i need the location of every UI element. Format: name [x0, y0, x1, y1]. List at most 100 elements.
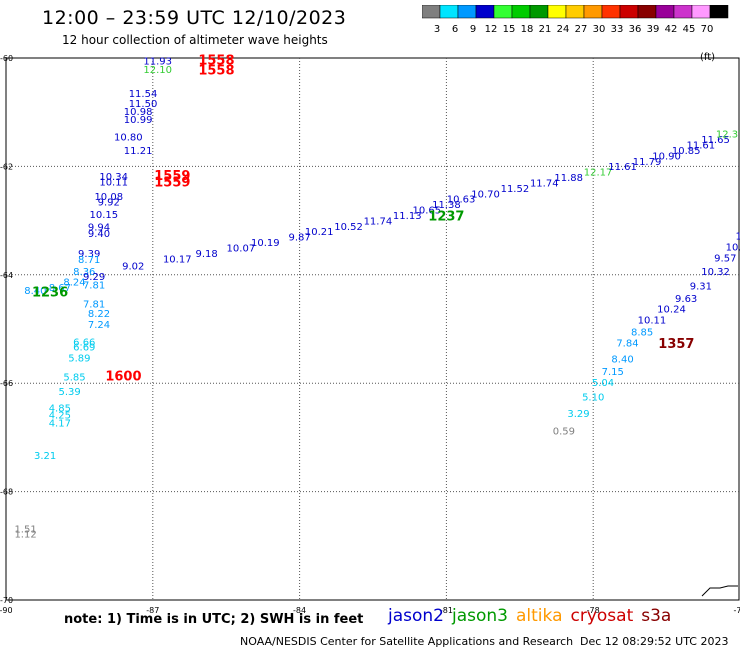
y-tick-label: -70: [0, 596, 13, 605]
legend-entry: s3a: [641, 606, 672, 626]
wave-height-label: 11.13: [393, 211, 422, 222]
wave-height-label: 11.88: [554, 173, 583, 184]
time-label: 1558: [198, 63, 234, 78]
wave-height-label: 11.93: [143, 57, 172, 68]
wave-height-label: 10.70: [471, 189, 500, 200]
wave-height-label: 8.40: [24, 286, 46, 297]
wave-height-label: 10.52: [334, 222, 363, 233]
wave-height-label: 7.84: [616, 338, 638, 349]
colorbar-label: 21: [539, 24, 552, 35]
wave-height-label: 6.69: [73, 343, 95, 354]
colorbar-label: 30: [593, 24, 606, 35]
wave-height-label: 0.59: [553, 427, 575, 438]
colorbar-label: 39: [647, 24, 660, 35]
wave-height-label: 5.10: [582, 393, 604, 404]
wave-height-label: 7.24: [88, 320, 110, 331]
wave-height-label: 9.31: [690, 281, 712, 292]
wave-height-label: 12.17: [584, 168, 613, 179]
wave-height-label: 10.15: [90, 210, 119, 221]
time-label: 1559: [154, 175, 190, 190]
wave-height-label: 10.85: [672, 146, 701, 157]
colorbar-label: 70: [701, 24, 714, 35]
wave-height-label: 9.29: [83, 272, 105, 283]
wave-height-label: 9.63: [675, 294, 697, 305]
colorbar-label: 24: [557, 24, 570, 35]
x-tick-label: -75: [733, 606, 740, 615]
wave-height-label: 7.81: [83, 280, 105, 291]
wave-height-label: 8.40: [611, 355, 633, 366]
y-tick-label: -68: [0, 488, 13, 497]
wave-height-label: 9.40: [88, 229, 110, 240]
wave-height-label: 10.11: [99, 177, 128, 188]
timestamp-text: Dec 12 08:29:52 UTC 2023: [580, 635, 729, 648]
colorbar-label: 45: [683, 24, 696, 35]
wave-height-label: 10.19: [251, 238, 280, 249]
wave-height-label: 12.10: [143, 65, 172, 76]
wave-height-label: 11.54: [129, 89, 158, 100]
y-tick-label: -66: [0, 379, 13, 388]
wave-height-chart: -90 -87 -84 -81 -78 -75 -60 -62 -64 -66 -68 -70 11.9…: [0, 54, 740, 615]
wave-height-label: 5.04: [592, 378, 614, 389]
wave-height-label: 9.92: [98, 197, 120, 208]
wave-height-label: 11.50: [129, 99, 158, 110]
wave-height-label: 10.24: [657, 305, 686, 316]
credit-text: NOAA/NESDIS Center for Satellite Applica…: [240, 635, 574, 648]
wave-height-label: 10.17: [163, 254, 192, 265]
wave-height-label: 10.08: [94, 192, 123, 203]
x-tick-label: -90: [0, 606, 13, 615]
wave-height-label: 8.85: [631, 328, 653, 339]
wave-height-label: 11.65: [701, 135, 730, 146]
wave-height-label: 5.89: [68, 354, 90, 365]
wave-height-label: 10.92: [735, 232, 740, 243]
y-tick-label: -62: [0, 162, 13, 171]
y-tick-label: -64: [0, 271, 13, 280]
wave-height-label: 11.74: [530, 178, 559, 189]
wave-height-label: 4.85: [49, 403, 71, 414]
wave-height-label: 10.21: [305, 227, 334, 238]
wave-height-label: 10.93: [726, 242, 740, 253]
wave-height-label: 11.74: [364, 216, 393, 227]
wave-height-label: 11.52: [501, 184, 530, 195]
legend-entry: jason2: [388, 606, 444, 626]
colorbar-label: 6: [452, 24, 458, 35]
x-tick-label: -78: [587, 606, 600, 615]
colorbar-label: 27: [575, 24, 588, 35]
wave-height-label: 9.57: [714, 253, 736, 264]
colorbar-label: 3: [434, 24, 440, 35]
wave-height-label: 11.38: [432, 200, 461, 211]
colorbar-label: 18: [521, 24, 534, 35]
coastline: [701, 585, 738, 597]
wave-height-label: 7.81: [83, 299, 105, 310]
wave-height-label: 12.37: [716, 130, 740, 141]
colorbar-label: 36: [629, 24, 642, 35]
page-subtitle: 12 hour collection of altimeter wave hei…: [62, 33, 328, 47]
time-label: 1357: [658, 337, 694, 352]
wave-height-label: 10.99: [124, 115, 153, 126]
wave-height-label: 10.98: [124, 107, 153, 118]
wave-height-label: 3.29: [567, 409, 589, 420]
wave-height-label: 4.25: [49, 410, 71, 421]
time-label: 1600: [105, 369, 141, 384]
wave-height-label: 4.17: [49, 419, 71, 430]
wave-height-label: 5.39: [58, 387, 80, 398]
wave-height-label: 11.61: [608, 162, 637, 173]
colorbar-label: 42: [665, 24, 678, 35]
time-label: 1558: [198, 54, 234, 69]
colorbar-label: 15: [503, 24, 516, 35]
wave-height-label: 11.21: [124, 146, 153, 157]
legend-entry: jason3: [452, 606, 508, 626]
legend-entry: altika: [516, 606, 563, 626]
x-tick-label: -87: [146, 606, 159, 615]
wave-height-label: 11.61: [687, 141, 716, 152]
wave-height-label: 3.21: [34, 451, 56, 462]
wave-height-label: 8.67: [49, 283, 71, 294]
wave-height-label: 11.79: [633, 157, 662, 168]
page-title: 12:00 – 23:59 UTC 12/10/2023: [42, 7, 347, 29]
wave-height-label: 10.32: [701, 267, 730, 278]
x-tick-label: -84: [293, 606, 306, 615]
colorbar-label: 9: [470, 24, 476, 35]
colorbar-swatch: [709, 5, 729, 19]
wave-height-label: 6.66: [73, 337, 95, 348]
time-label: 1236: [32, 285, 68, 300]
wave-height-label: 10.07: [227, 243, 256, 254]
